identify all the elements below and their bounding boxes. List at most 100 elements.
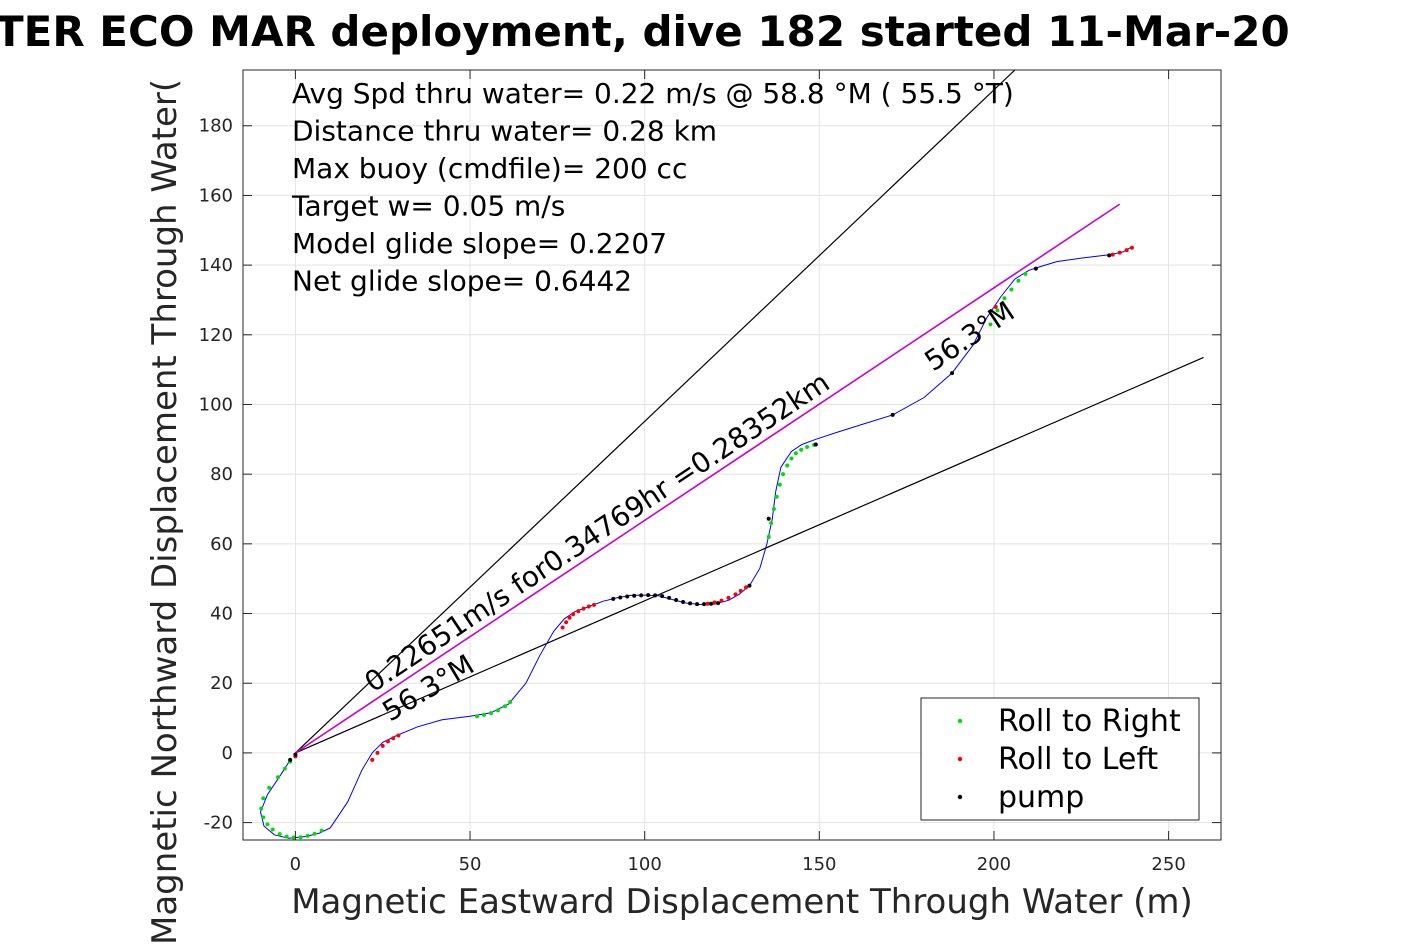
roll-left-point [733, 592, 738, 597]
x-tick-label: 0 [290, 854, 301, 875]
info-line: Avg Spd thru water= 0.22 m/s @ 58.8 °M (… [292, 77, 1014, 110]
roll-right-point [766, 534, 771, 539]
roll-right-point [777, 482, 782, 487]
roll-right-point [261, 796, 266, 801]
roll-right-point [805, 444, 810, 449]
roll-right-point [495, 708, 500, 713]
pump-point [688, 601, 693, 606]
pump-point [293, 752, 298, 757]
roll-right-point [1023, 271, 1028, 276]
plot-lines [259, 70, 1204, 839]
roll-right-point [265, 822, 270, 827]
roll-right-point [508, 700, 513, 705]
pump-point [1033, 266, 1038, 271]
roll-left-point [743, 585, 748, 590]
legend-entry: Roll to Left [998, 742, 1158, 777]
pump-point [716, 601, 721, 606]
roll-right-point [282, 766, 287, 771]
info-line: Distance thru water= 0.28 km [292, 115, 717, 148]
pump-point [747, 583, 752, 588]
roll-left-point [993, 304, 998, 309]
roll-right-point [267, 785, 272, 790]
grid [243, 70, 1221, 840]
roll-left-point [1110, 252, 1115, 257]
roll-right-point [988, 322, 993, 327]
x-tick-label: 50 [459, 854, 482, 875]
roll-left-point [380, 743, 385, 748]
y-tick-label: 100 [199, 394, 233, 415]
pump-point [702, 602, 707, 607]
roll-left-point [560, 625, 565, 630]
info-text-block: Avg Spd thru water= 0.22 m/s @ 58.8 °M (… [291, 77, 1014, 298]
pump-point [632, 593, 637, 598]
x-tick-label: 200 [977, 854, 1011, 875]
roll-right-point [312, 831, 317, 836]
roll-right-point [259, 806, 264, 811]
roll-right-point [785, 463, 790, 468]
roll-right-point [793, 451, 798, 456]
x-tick-label: 150 [802, 854, 836, 875]
roll-right-point [488, 711, 493, 716]
roll-right-point [502, 704, 507, 709]
pump-point [660, 594, 665, 599]
y-tick-label: -20 [204, 813, 233, 834]
roll-left-point [581, 606, 586, 611]
roll-right-point [305, 833, 310, 838]
plot-frame [242, 69, 1222, 841]
y-tick-label: 140 [199, 255, 233, 276]
roll-left-point [571, 612, 576, 617]
roll-right-point [995, 308, 1000, 313]
roll-left-point [586, 604, 591, 609]
y-tick-label: 40 [210, 604, 233, 625]
chart-title: TER ECO MAR deployment, dive 182 started… [0, 7, 1290, 56]
legend-box [920, 697, 1200, 821]
roll-right-point [771, 507, 776, 512]
roll-right-point [275, 775, 280, 780]
info-line: Target w= 0.05 m/s [291, 190, 565, 223]
roll-left-point [705, 601, 710, 606]
roll-left-point [564, 620, 569, 625]
legend-marker [957, 794, 963, 800]
pump-point [890, 412, 895, 417]
roll-left-point [1124, 248, 1129, 253]
pump-point [288, 757, 293, 762]
y-tick-label: 180 [199, 116, 233, 137]
pump-point [709, 601, 714, 606]
x-tick-label: 100 [627, 854, 661, 875]
roll-right-point [270, 827, 275, 832]
legend-entry: pump [998, 780, 1084, 815]
legend-entry: Roll to Right [998, 704, 1181, 739]
pump-point [813, 442, 818, 447]
axis-ticks: 0 50 100 150 200 250 -20 0 20 40 60 80 100 120 140 160 1… [199, 70, 1221, 875]
info-line: Net glide slope= 0.6442 [292, 265, 632, 298]
pump-point [695, 602, 700, 607]
roll-left-point [375, 750, 380, 755]
pump-point [766, 516, 771, 521]
y-tick-label: 80 [210, 464, 233, 485]
pump-point [950, 371, 955, 376]
roll-right-point [319, 828, 324, 833]
y-tick-label: 120 [199, 325, 233, 346]
roll-right-point [1016, 278, 1021, 283]
lower-bound-line [295, 356, 1204, 754]
roll-left-point [719, 598, 724, 603]
roll-right-point [475, 714, 480, 719]
roll-left-point [576, 609, 581, 614]
x-tick-label: 250 [1151, 854, 1185, 875]
roll-left-point [726, 595, 731, 600]
roll-left-point [396, 733, 401, 738]
roll-right-point [277, 832, 282, 837]
pump-point [611, 596, 616, 601]
roll-left-point [712, 600, 717, 605]
legend-marker [957, 756, 963, 762]
roll-right-point [789, 456, 794, 461]
y-tick-label: 0 [222, 743, 233, 764]
roll-left-point [391, 736, 396, 741]
roll-left-point [1117, 250, 1122, 255]
y-tick-label: 20 [210, 673, 233, 694]
roll-right-point [774, 494, 779, 499]
pump-point [639, 593, 644, 598]
pump-point [681, 600, 686, 605]
